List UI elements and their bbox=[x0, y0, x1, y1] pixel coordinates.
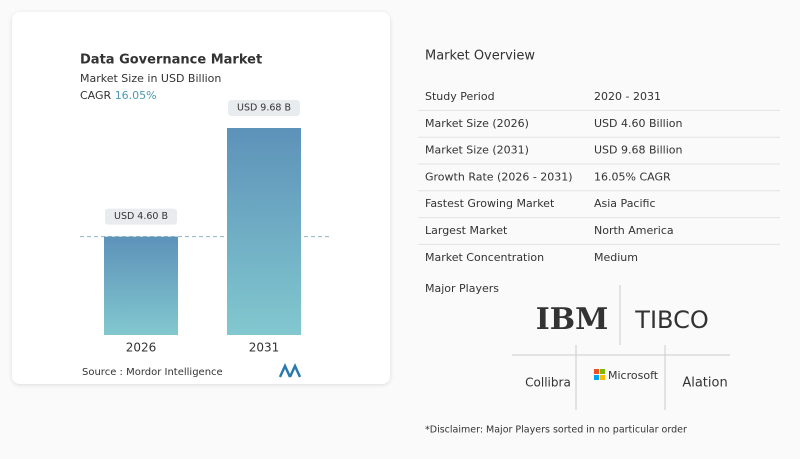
overview-title: Market Overview bbox=[425, 49, 535, 64]
source: Source : Mordor Intelligence bbox=[82, 367, 223, 378]
row-value: North America bbox=[594, 224, 674, 237]
row-value: USD 9.68 Billion bbox=[594, 144, 682, 157]
disclaimer: *Disclaimer: Major Players sorted in no … bbox=[425, 425, 687, 436]
cagr-label: CAGR 16.05% bbox=[80, 89, 157, 102]
row-value: Medium bbox=[594, 251, 638, 264]
logo-grid bbox=[512, 285, 730, 410]
row-label: Market Size (2026) bbox=[425, 117, 529, 130]
row-label: Market Size (2031) bbox=[425, 144, 529, 157]
x-tick-label: 2031 bbox=[249, 341, 280, 355]
cagr-value: 16.05% bbox=[115, 89, 157, 102]
row-label: Largest Market bbox=[425, 224, 508, 237]
row-value: USD 4.60 Billion bbox=[594, 117, 682, 130]
players-title: Major Players bbox=[425, 282, 499, 295]
bar bbox=[227, 128, 301, 335]
source-logo bbox=[278, 362, 302, 378]
row-label: Study Period bbox=[425, 90, 495, 103]
row-label: Fastest Growing Market bbox=[425, 197, 555, 210]
chart-subtitle: Market Size in USD Billion bbox=[80, 72, 221, 85]
logo-collibra: Collibra bbox=[525, 376, 571, 390]
row-value: 2020 - 2031 bbox=[594, 90, 661, 103]
logo-microsoft: Microsoft bbox=[608, 369, 659, 382]
value-label: USD 4.60 B bbox=[114, 211, 168, 222]
chart-card bbox=[12, 12, 390, 384]
logo-alation: Alation bbox=[682, 376, 727, 391]
microsoft-icon bbox=[594, 369, 605, 380]
row-label: Market Concentration bbox=[425, 251, 544, 264]
value-label-box bbox=[105, 208, 177, 225]
x-tick-label: 2026 bbox=[126, 341, 157, 355]
value-label-box bbox=[228, 100, 300, 116]
bar bbox=[104, 236, 178, 335]
logo-tibco: TIBCO bbox=[634, 306, 708, 334]
cagr-label: CAGR bbox=[80, 89, 112, 102]
value-label: USD 9.68 B bbox=[237, 103, 291, 114]
row-value: 16.05% CAGR bbox=[594, 170, 671, 183]
logo-ibm: IBM bbox=[536, 302, 609, 337]
chart-title: Data Governance Market bbox=[80, 53, 262, 68]
row-value: Asia Pacific bbox=[594, 197, 656, 210]
row-label: Growth Rate (2026 - 2031) bbox=[425, 170, 573, 183]
